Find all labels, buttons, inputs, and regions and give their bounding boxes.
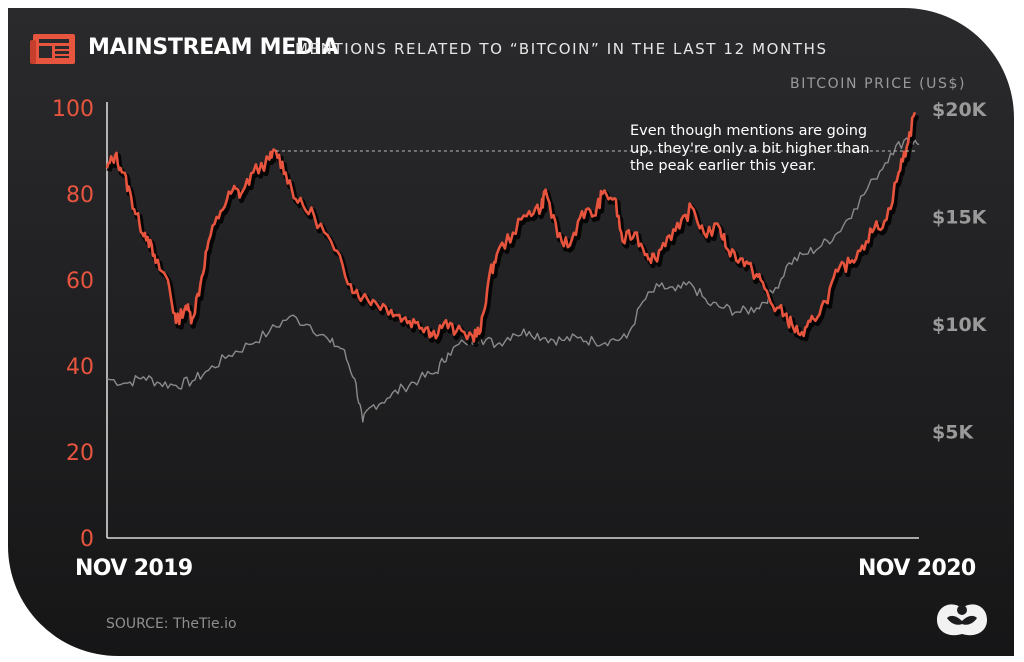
y-tick-label: 60 (66, 269, 94, 294)
y2-tick-label: $10K (932, 314, 988, 336)
y2-tick-label: $20K (932, 99, 988, 121)
series-line-mentions (105, 111, 917, 343)
chart-subtitle: MENTIONS RELATED TO “BITCOIN” IN THE LAS… (295, 40, 828, 58)
visual-capitalist-logo-icon (937, 604, 987, 636)
series-shadow-mentions (106, 114, 920, 347)
chart-card: MAINSTREAM MEDIA MENTIONS RELATED TO “BI… (8, 8, 1014, 656)
chart-annotation: Even though mentions are going up, they'… (630, 123, 870, 174)
y2-tick-label: $15K (932, 207, 988, 229)
line-chart: 0 20 40 60 80 100 $5K $10K $15K $20K (52, 97, 988, 552)
source-note: SOURCE: TheTie.io (106, 616, 237, 632)
x-end-label: NOV 2020 (858, 556, 976, 581)
right-axis-title: BITCOIN PRICE (US$) (790, 76, 967, 92)
chart-title: MAINSTREAM MEDIA (88, 35, 339, 60)
x-start-label: NOV 2019 (75, 556, 193, 581)
y-tick-label: 20 (66, 441, 94, 466)
y2-tick-label: $5K (932, 422, 974, 444)
y-tick-label: 40 (66, 355, 94, 380)
newspaper-icon (30, 34, 75, 64)
y-tick-label: 80 (66, 183, 94, 208)
series-line-bitcoin-price (106, 137, 920, 423)
y-tick-label: 100 (52, 97, 94, 122)
y-tick-label: 0 (80, 527, 94, 552)
